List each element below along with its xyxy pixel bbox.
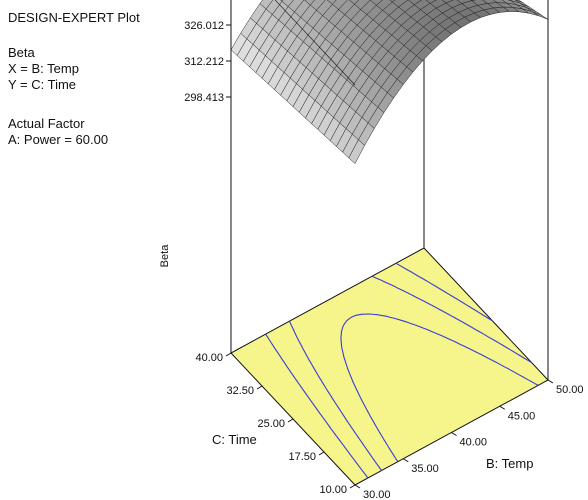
y-tick-label: 32.50 — [226, 385, 254, 397]
x-tick-mark — [354, 484, 361, 489]
actual-factor-info: Actual Factor A: Power = 60.00 — [8, 116, 108, 148]
x-tick-mark — [451, 432, 457, 436]
floor-contours — [265, 262, 539, 479]
response-surface — [230, 0, 549, 165]
x-tick-mark — [402, 458, 409, 463]
z-axis-label: Beta — [159, 244, 171, 268]
response-name: Beta — [8, 45, 35, 60]
y-tick-label: 40.00 — [195, 352, 223, 364]
z-tick-label: 326.012 — [184, 20, 224, 32]
axis-ticks: 298.413312.212326.012339.811353.61130.00… — [184, 20, 584, 500]
x-factor-assignment: X = B: Temp — [8, 61, 79, 76]
y-tick-mark — [318, 451, 325, 456]
z-tick-label: 312.212 — [184, 56, 224, 68]
y-axis-label: C: Time — [212, 432, 257, 447]
y-factor-assignment: Y = C: Time — [8, 77, 77, 92]
x-axis-label: B: Temp — [486, 456, 533, 471]
contour-line — [340, 313, 539, 463]
actual-factor-value: A: Power = 60.00 — [8, 132, 109, 147]
box-top-left-edge — [274, 0, 356, 86]
y-tick-mark — [256, 385, 263, 390]
y-tick-label: 25.00 — [257, 418, 285, 430]
x-tick-label: 50.00 — [556, 384, 584, 396]
y-tick-mark — [225, 352, 232, 357]
z-tick-label: 298.413 — [184, 92, 224, 104]
app-title: DESIGN-EXPERT Plot — [8, 10, 140, 25]
actual-factor-heading: Actual Factor — [8, 116, 85, 131]
surface-facet — [348, 139, 365, 165]
surface-facet — [531, 11, 549, 20]
x-tick-label: 45.00 — [508, 410, 536, 422]
x-tick-label: 35.00 — [411, 463, 439, 475]
y-tick-label: 10.00 — [319, 484, 347, 496]
x-tick-label: 30.00 — [363, 489, 391, 500]
y-tick-mark — [349, 484, 356, 489]
y-tick-mark — [287, 418, 294, 423]
response-info: Beta X = B: Temp Y = C: Time — [8, 45, 79, 93]
surface-facet — [389, 0, 396, 3]
contour-line — [288, 275, 532, 471]
plot-box-front — [230, 0, 356, 353]
x-tick-mark — [499, 405, 506, 410]
x-tick-mark — [547, 379, 554, 384]
y-tick-label: 17.50 — [288, 451, 316, 463]
floor-plane — [230, 247, 549, 486]
plot-info-panel: DESIGN-EXPERT Plot — [8, 10, 140, 26]
x-tick-label: 40.00 — [460, 437, 488, 449]
contour-line — [265, 262, 493, 479]
